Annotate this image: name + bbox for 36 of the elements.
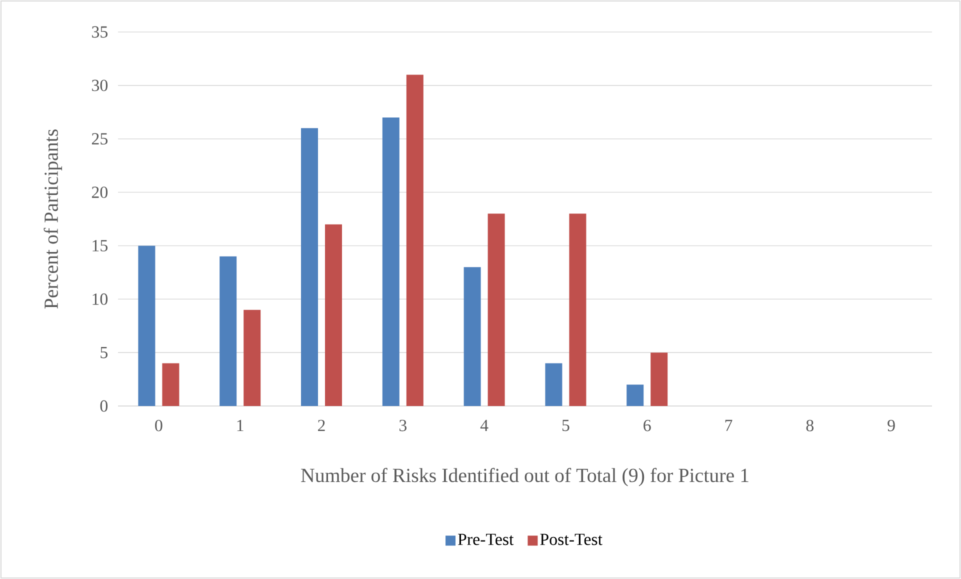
bar	[162, 363, 180, 406]
y-tick-label: 0	[100, 400, 108, 412]
bar	[626, 384, 644, 406]
y-axis-title: Percent of Participants	[44, 130, 62, 309]
x-tick-label: 8	[806, 420, 814, 432]
y-tick-label: 15	[92, 240, 108, 252]
x-tick-label: 4	[480, 420, 488, 431]
x-tick-label: 6	[644, 420, 651, 432]
bar	[325, 224, 342, 406]
bar	[220, 256, 237, 406]
y-tick-label: 10	[92, 293, 108, 305]
bar	[244, 310, 261, 406]
y-tick-label: 5	[100, 346, 108, 358]
y-tick-label: 30	[92, 80, 108, 92]
y-tick-label: 20	[92, 186, 108, 198]
y-tick-label: 35	[92, 26, 108, 38]
x-tick-label: 9	[888, 420, 895, 432]
bar	[301, 128, 318, 406]
bar	[545, 363, 562, 406]
bar	[464, 267, 481, 406]
x-tick-label: 0	[155, 420, 162, 432]
y-tick-label: 25	[92, 133, 108, 145]
bar	[650, 352, 668, 406]
bar	[138, 246, 156, 406]
bar	[406, 74, 424, 406]
x-tick-label: 1	[237, 420, 244, 432]
bar	[488, 214, 505, 406]
x-axis-title: Number of Risks Identified out of Total (9) for Picture 1	[301, 468, 748, 486]
bar	[382, 117, 400, 406]
x-tick-label: 7	[725, 420, 732, 431]
legend-label: Post-Test	[540, 534, 602, 546]
x-tick-label: 2	[318, 420, 325, 432]
legend-label: Pre-Test	[458, 534, 514, 546]
x-tick-label: 3	[399, 420, 406, 432]
x-tick-label: 5	[562, 420, 570, 432]
bar	[569, 214, 586, 406]
